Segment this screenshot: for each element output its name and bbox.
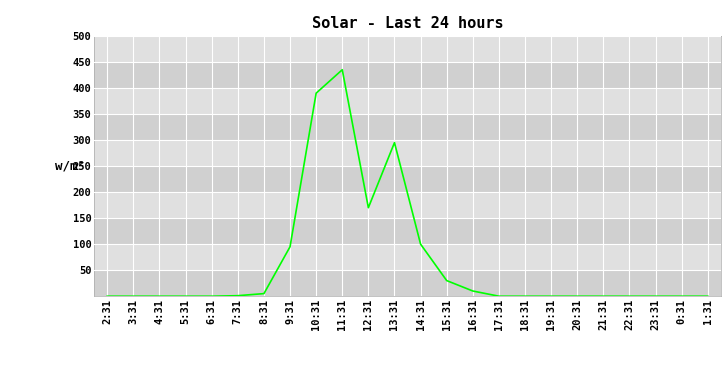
Bar xyxy=(94,88,721,114)
Bar xyxy=(94,192,721,218)
Bar xyxy=(94,218,721,244)
Y-axis label: w/m²: w/m² xyxy=(55,160,85,173)
Bar xyxy=(94,36,721,62)
Bar xyxy=(94,140,721,166)
Bar xyxy=(94,62,721,88)
Bar xyxy=(94,166,721,192)
Title: Solar - Last 24 hours: Solar - Last 24 hours xyxy=(312,16,503,30)
Bar xyxy=(94,114,721,140)
Bar xyxy=(94,270,721,296)
Bar xyxy=(94,244,721,270)
